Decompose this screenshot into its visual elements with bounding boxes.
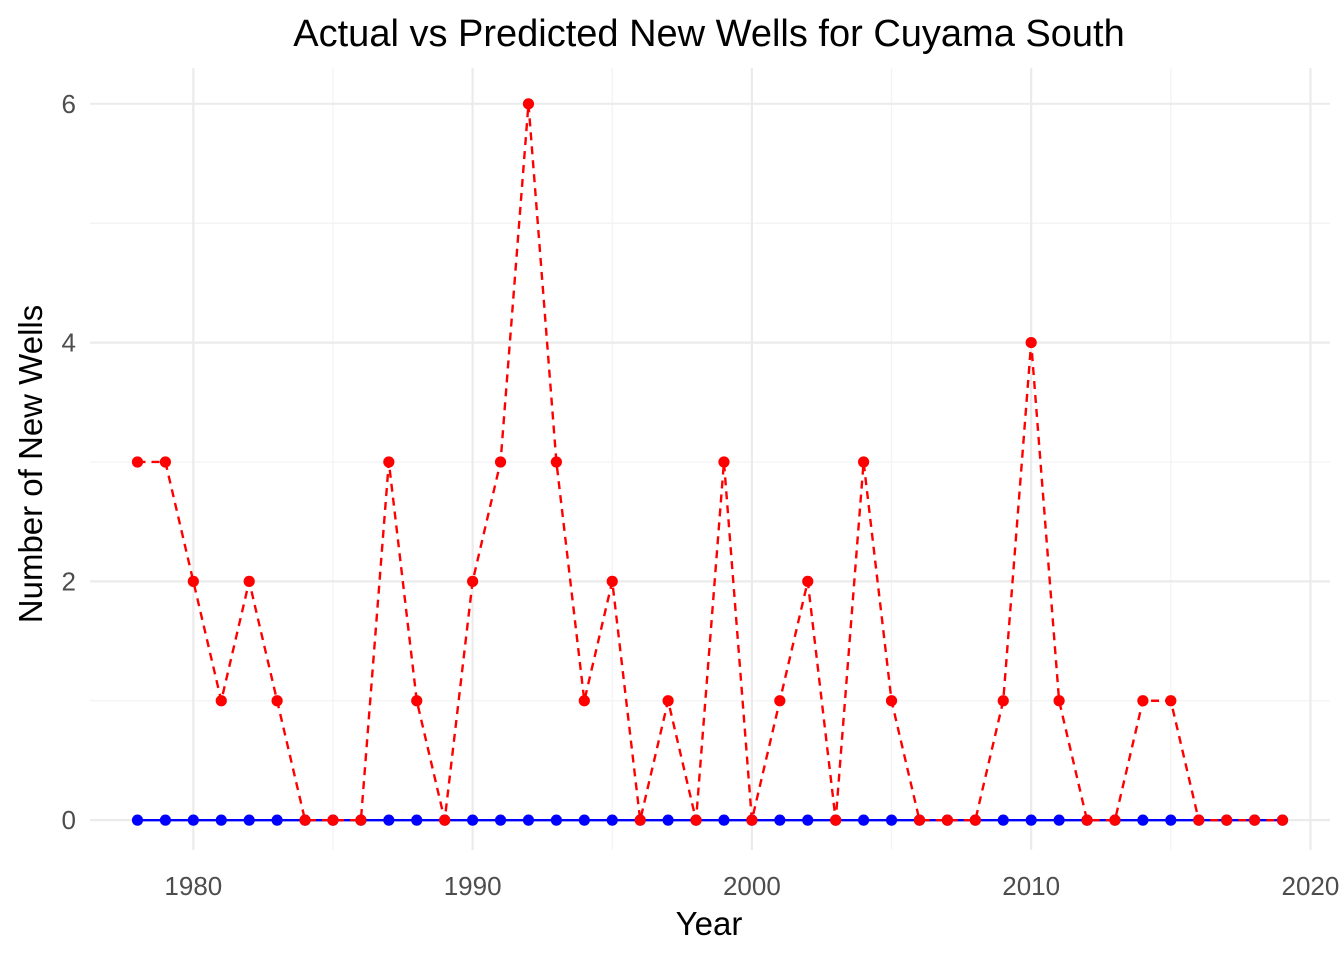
series-1-point bbox=[1053, 814, 1065, 826]
series-2-point bbox=[858, 456, 870, 468]
y-tick-label: 0 bbox=[62, 805, 76, 835]
x-tick-label: 1990 bbox=[444, 871, 502, 901]
y-tick-label: 4 bbox=[62, 328, 76, 358]
series-1-point bbox=[243, 814, 255, 826]
x-axis-label: Year bbox=[676, 905, 743, 942]
series-1-point bbox=[494, 814, 507, 826]
series-2-point bbox=[1193, 814, 1205, 826]
y-axis-ticks: 0 2 4 6 bbox=[62, 89, 76, 835]
series-2-point bbox=[411, 695, 423, 707]
series-2-point bbox=[1221, 814, 1233, 826]
series-2-point bbox=[1109, 814, 1121, 826]
series-1-point bbox=[467, 814, 479, 826]
series-2-point bbox=[1276, 814, 1289, 826]
series-2-point bbox=[718, 456, 730, 468]
series-2-point bbox=[1053, 695, 1065, 707]
y-axis-label: Number of New Wells bbox=[12, 305, 49, 623]
series-2-point bbox=[550, 456, 562, 468]
series-1-point bbox=[1165, 814, 1177, 826]
chart-title: Actual vs Predicted New Wells for Cuyama… bbox=[293, 13, 1124, 55]
series-2-point bbox=[690, 814, 702, 826]
series-2-point bbox=[662, 695, 674, 707]
series-1-point bbox=[215, 814, 227, 826]
series-1-point bbox=[774, 814, 786, 826]
grid bbox=[90, 68, 1330, 850]
series-2-point bbox=[1137, 695, 1149, 707]
series-1-point bbox=[606, 814, 618, 826]
series-1-point bbox=[271, 814, 283, 826]
series-1-point bbox=[718, 814, 730, 826]
series-2-point bbox=[634, 814, 646, 826]
series-points bbox=[131, 98, 1289, 826]
x-tick-label: 2020 bbox=[1282, 871, 1340, 901]
series-1-point bbox=[662, 814, 674, 826]
series-1-point bbox=[187, 814, 199, 826]
series-2-point bbox=[1081, 814, 1093, 826]
series-1-point bbox=[131, 814, 144, 826]
y-tick-label: 2 bbox=[62, 566, 76, 596]
series-2-point bbox=[746, 814, 758, 826]
series-2-point bbox=[187, 575, 199, 587]
series-2-point bbox=[383, 456, 395, 468]
series-2-point bbox=[606, 575, 618, 587]
series-2-point bbox=[1248, 814, 1261, 826]
series-2-point bbox=[941, 814, 953, 826]
series-2-point bbox=[439, 814, 451, 826]
series-1-point bbox=[858, 814, 870, 826]
series-1-point bbox=[411, 814, 423, 826]
series-1-point bbox=[997, 814, 1009, 826]
series-1-point bbox=[885, 814, 898, 826]
series-2-point bbox=[578, 695, 590, 707]
series-2-point bbox=[802, 575, 814, 587]
series-2-point bbox=[467, 575, 479, 587]
series-2-point bbox=[969, 814, 981, 826]
series-1-point bbox=[159, 814, 172, 826]
series-2-point bbox=[1025, 336, 1037, 349]
series-2-point bbox=[522, 98, 535, 110]
series-2-point bbox=[271, 695, 283, 707]
series-2-point bbox=[494, 456, 507, 468]
series-2-point bbox=[913, 814, 926, 826]
x-tick-label: 2010 bbox=[1002, 871, 1060, 901]
series-2-point bbox=[243, 575, 255, 587]
series-1-point bbox=[802, 814, 814, 826]
series-1-point bbox=[578, 814, 590, 826]
series-2-point bbox=[355, 814, 367, 826]
series-2-point bbox=[774, 695, 786, 707]
series-2-point bbox=[131, 456, 144, 468]
series-2-point bbox=[885, 695, 898, 707]
series-2-point bbox=[215, 695, 227, 707]
series-1-point bbox=[1137, 814, 1149, 826]
series-2-point bbox=[1165, 695, 1177, 707]
series-1-point bbox=[522, 814, 535, 826]
series-2-point bbox=[327, 814, 339, 826]
series-2-point bbox=[299, 814, 311, 826]
series-2-point bbox=[997, 695, 1009, 707]
y-tick-label: 6 bbox=[62, 89, 76, 119]
x-tick-label: 1980 bbox=[164, 871, 222, 901]
x-tick-label: 2000 bbox=[723, 871, 781, 901]
series-2-point bbox=[159, 456, 172, 468]
series-1-point bbox=[383, 814, 395, 826]
series-1-point bbox=[1025, 814, 1037, 826]
x-axis-ticks: 1980 1990 2000 2010 2020 bbox=[164, 871, 1339, 901]
series-2-point bbox=[830, 814, 842, 826]
series-1-point bbox=[550, 814, 562, 826]
